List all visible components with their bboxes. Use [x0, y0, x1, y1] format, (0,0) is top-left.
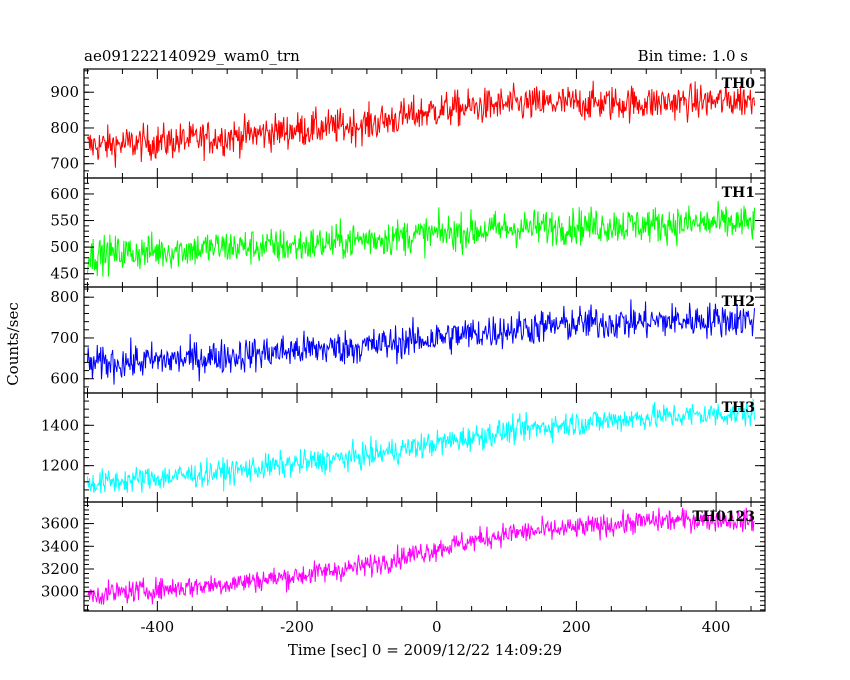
y-tick-label: 800	[50, 119, 79, 137]
x-axis-label: Time [sec] 0 = 2009/12/22 14:09:29	[288, 641, 562, 659]
y-tick-label: 1200	[41, 457, 79, 475]
series-line-th3	[86, 398, 756, 494]
panel-label-th0123: TH0123	[692, 509, 755, 525]
bin-time-label: Bin time: 1.0 s	[638, 47, 748, 65]
y-tick-label: 700	[50, 329, 79, 347]
series-line-th1	[86, 200, 756, 277]
y-tick-label: 3600	[41, 515, 79, 533]
panel-frame-th2	[83, 286, 766, 394]
y-tick-label: 600	[50, 370, 79, 388]
y-tick-label: 900	[50, 83, 79, 101]
y-tick-label: 3200	[41, 560, 79, 578]
x-tick-label: 0	[432, 618, 442, 636]
y-tick-label: 3400	[41, 537, 79, 555]
panel-frame-th0	[83, 68, 766, 179]
y-tick-label: 700	[50, 155, 79, 173]
y-axis-label: Counts/sec	[4, 302, 22, 386]
panel-frame-th0123	[83, 501, 766, 612]
x-tick-label: 400	[702, 618, 731, 636]
panels-group: TH0 700 800 900 TH1 450 500 550 600 TH2 600 700 800 T…	[41, 68, 766, 636]
series-line-th0123	[87, 507, 755, 605]
y-tick-label: 3000	[41, 583, 79, 601]
y-tick-label: 500	[50, 238, 79, 256]
x-tick-label: -400	[140, 618, 174, 636]
series-line-th0	[87, 80, 756, 168]
panel-label-th1: TH1	[722, 185, 755, 201]
panel-label-th3: TH3	[722, 400, 755, 416]
y-tick-label: 550	[50, 212, 79, 230]
x-tick-label: 200	[562, 618, 591, 636]
series-line-th2	[86, 299, 756, 385]
y-tick-label: 1400	[41, 416, 79, 434]
panel-label-th2: TH2	[722, 294, 755, 310]
y-tick-label: 600	[50, 185, 79, 203]
y-tick-label: 450	[50, 265, 79, 283]
y-tick-label: 800	[50, 288, 79, 306]
x-tick-label: -200	[280, 618, 314, 636]
chart-title: ae091222140929_wam0_trn	[84, 47, 300, 65]
panel-label-th0: TH0	[722, 76, 756, 92]
